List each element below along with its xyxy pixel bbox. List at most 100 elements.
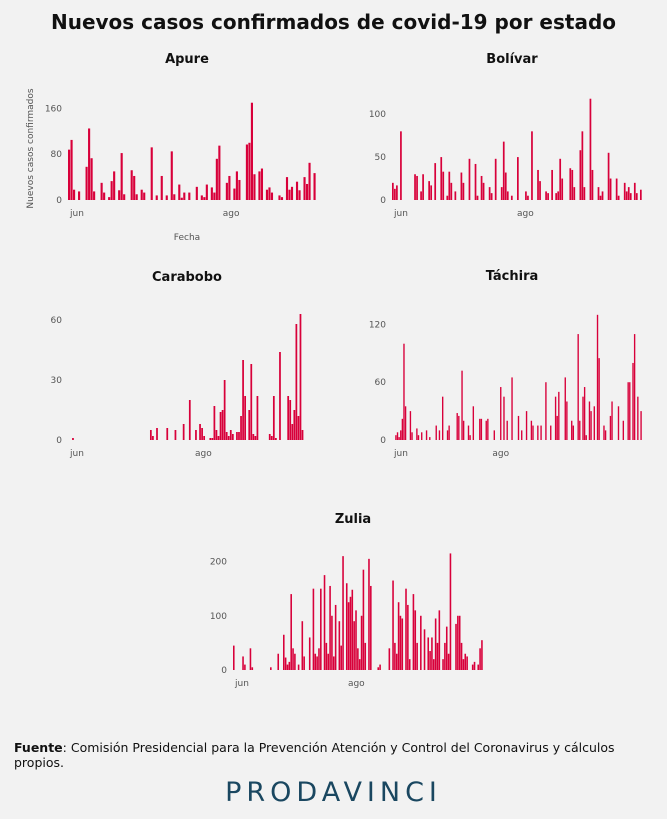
apure-bar — [143, 192, 146, 200]
bolivar-bar — [555, 193, 558, 200]
bolivar-bar — [559, 158, 562, 200]
zulia-bar — [420, 615, 422, 670]
bolivar-bar — [557, 191, 560, 200]
tachira-bar — [554, 396, 557, 440]
carabobo-bar — [275, 438, 277, 440]
tachira-bar — [596, 314, 599, 440]
zulia-bar — [412, 594, 415, 670]
apure-bar — [308, 162, 311, 200]
apure-bar — [260, 168, 264, 200]
carabobo-bar — [252, 434, 255, 440]
apure-bar — [245, 144, 248, 200]
apure-bar — [228, 175, 231, 200]
bolivar-bar — [442, 171, 445, 200]
bolivar-title: Bolívar — [486, 52, 538, 67]
tachira-bar — [396, 432, 399, 440]
apure-bar — [150, 147, 153, 200]
apure-bar — [225, 182, 228, 200]
apure-bar — [78, 191, 81, 200]
tachira-bar — [395, 435, 397, 440]
bolivar-bar — [494, 158, 497, 200]
zulia-bar — [294, 653, 296, 670]
tachira-bar — [604, 430, 607, 440]
zulia-bar — [370, 585, 372, 670]
apure-bar — [133, 175, 136, 200]
tachira-bar — [609, 415, 612, 440]
tachira-bar — [479, 418, 481, 440]
carabobo-xtick-label: ago — [195, 449, 212, 459]
carabobo-bar — [299, 314, 302, 440]
bolivar-bar — [462, 182, 465, 200]
bolivar-bar — [571, 169, 574, 200]
zulia-bar — [355, 610, 357, 670]
tachira-bar — [633, 334, 636, 440]
zulia-bar — [433, 659, 435, 670]
zulia-bar — [407, 604, 409, 670]
apure-bar — [130, 170, 133, 200]
tachira-bar — [545, 382, 547, 440]
chart-tachira: Táchira 0 60 120 jun ago — [369, 269, 642, 459]
zulia-bar — [397, 602, 400, 670]
zulia-bar — [342, 556, 344, 670]
zulia-bar — [401, 618, 404, 670]
apure-bar — [285, 177, 289, 200]
zulia-bar — [301, 621, 304, 670]
bolivar-bar — [623, 182, 626, 200]
apure-bar — [233, 188, 236, 200]
apure-title: Apure — [165, 52, 209, 67]
zulia-bar — [333, 656, 335, 670]
carabobo-bar — [236, 432, 238, 440]
zulia-xtick-label: jun — [234, 679, 249, 689]
apure-bar — [93, 191, 96, 200]
tachira-bar — [585, 435, 587, 440]
bolivar-bar — [625, 191, 628, 200]
bolivar-bar — [468, 158, 471, 200]
tachira-bar — [446, 430, 449, 440]
zulia-bar — [394, 642, 396, 670]
zulia-bar — [458, 615, 461, 670]
apure-ytick-label: 80 — [51, 150, 63, 160]
bolivar-bar — [450, 182, 453, 200]
tachira-bar — [583, 387, 586, 440]
zulia-bar — [438, 610, 441, 670]
apure-bar — [303, 177, 306, 200]
bolivar-bar — [422, 174, 424, 200]
bolivar-bar — [615, 178, 618, 200]
apure-bar — [305, 183, 309, 200]
apure-bar — [248, 142, 251, 200]
carabobo-bar — [199, 424, 201, 440]
bolivar-bar — [527, 195, 529, 200]
tachira-bar — [442, 396, 444, 440]
zulia-bar — [277, 653, 280, 670]
tachira-ytick-label: 0 — [380, 436, 386, 446]
carabobo-bar — [225, 432, 228, 440]
zulia-bar — [249, 648, 252, 670]
apure-bar — [210, 187, 213, 200]
tachira-bar — [582, 396, 584, 440]
zulia-bar — [314, 653, 317, 670]
tachira-bar — [532, 425, 534, 440]
zulia-bar — [327, 653, 330, 670]
tachira-bar — [403, 343, 405, 440]
zulia-bar — [334, 604, 337, 670]
carabobo-bar — [244, 396, 247, 440]
tachira-bar — [571, 420, 573, 440]
zulia-bar — [290, 594, 292, 670]
apure-bar — [205, 184, 208, 200]
zulia-bar — [405, 588, 407, 670]
chart-zulia: Zulia 0 100 200 jun ago — [210, 512, 483, 689]
prodavinci-logo: PRODAVINCI — [225, 777, 442, 808]
carabobo-bar — [272, 396, 275, 440]
source-text: : Comisión Presidencial para la Prevenci… — [14, 740, 615, 770]
bolivar-bar — [396, 185, 398, 200]
zulia-bar — [320, 588, 322, 670]
tachira-bar — [511, 377, 513, 440]
zulia-bar — [460, 642, 463, 670]
carabobo-bar — [242, 360, 244, 440]
tachira-bar — [487, 418, 489, 440]
tachira-bar — [438, 430, 441, 440]
bolivar-bar — [414, 174, 416, 200]
zulia-bar — [345, 583, 348, 670]
carabobo-ytick-label: 60 — [51, 316, 63, 326]
bolivar-bar — [537, 169, 539, 200]
